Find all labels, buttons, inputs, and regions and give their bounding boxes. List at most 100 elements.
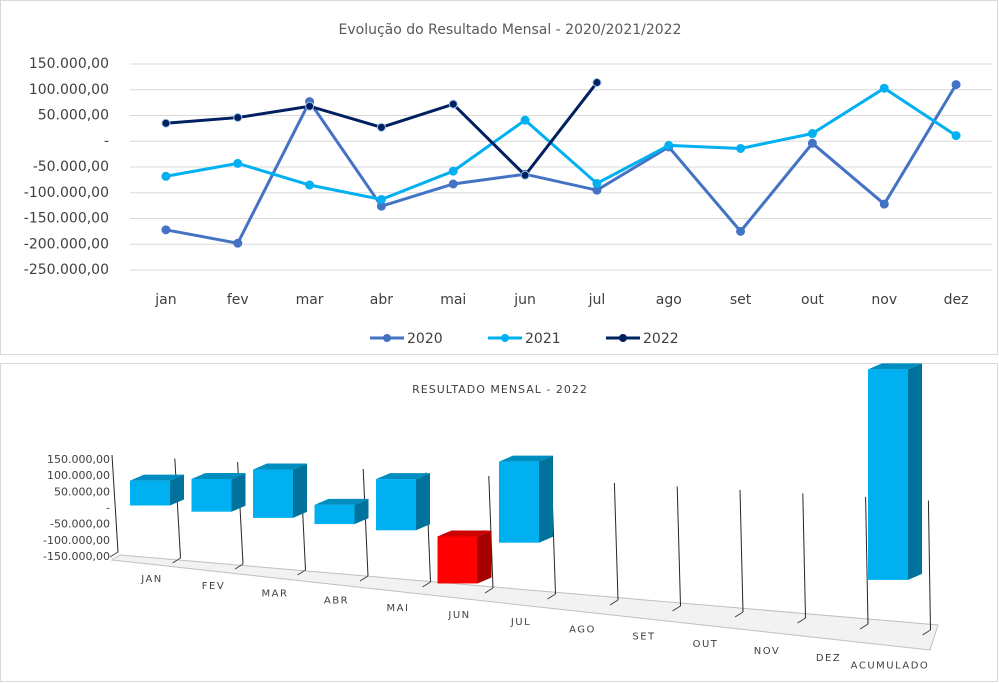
x-tick-label: mai (440, 292, 466, 308)
legend-label: 2021 (525, 331, 561, 347)
wall-line (676, 486, 681, 607)
x-tick-label: abr (370, 292, 393, 308)
y-tick-label: - (104, 133, 109, 149)
bar-top (868, 363, 922, 370)
point (879, 83, 889, 93)
floor (110, 554, 939, 651)
bar-side (908, 363, 922, 580)
bar-top (499, 455, 553, 462)
point (592, 78, 602, 88)
point (448, 99, 458, 109)
wall-line (672, 605, 681, 612)
bar-side (539, 455, 553, 543)
point (376, 194, 386, 204)
bar-top (376, 473, 430, 480)
wall-line (484, 587, 494, 594)
bar (499, 461, 539, 543)
point (879, 199, 889, 209)
legend-label: 2020 (407, 331, 443, 347)
wall-line (362, 468, 369, 577)
x-tick-label: ACUMULADO (851, 660, 930, 671)
bar-top (253, 463, 307, 470)
point (664, 140, 674, 150)
bar (314, 504, 355, 525)
bar-side (231, 472, 246, 512)
x-tick-label: ago (656, 292, 682, 308)
bar (253, 469, 293, 518)
y-tick-label: 150.000,00 (29, 56, 109, 72)
wall-line (802, 493, 806, 619)
wall-line (547, 593, 556, 600)
bar-top (437, 530, 492, 537)
x-tick-label: AGO (569, 624, 596, 635)
y-tick-label: 50.000,00 (38, 108, 109, 124)
x-tick-label: JAN (140, 574, 163, 585)
x-tick-label: jul (588, 292, 606, 308)
y-tick-label: - (106, 502, 110, 515)
wall-line (734, 611, 744, 618)
wall-line (297, 569, 306, 576)
x-tick-label: SET (632, 632, 655, 643)
point (161, 171, 171, 181)
wall-line (109, 551, 119, 558)
point (951, 80, 961, 90)
wall-line (797, 617, 806, 624)
x-tick-label: JUN (447, 610, 470, 621)
bar (130, 480, 170, 506)
x-tick-label: MAR (262, 588, 289, 599)
x-tick-label: fev (227, 292, 249, 308)
bar-side (293, 463, 307, 518)
bar (376, 479, 416, 531)
y-tick-label: -100.000,00 (43, 534, 110, 547)
x-tick-label: NOV (754, 646, 781, 657)
point (161, 225, 171, 235)
wall-line (609, 599, 619, 606)
x-tick-label: MAI (387, 603, 410, 614)
x-tick-label: FEV (202, 581, 225, 592)
wall-line (922, 629, 931, 636)
wall-line (865, 496, 869, 625)
y-tick-label: 100.000,00 (47, 469, 110, 482)
y-tick-label: -50.000,00 (33, 159, 109, 175)
series-line (165, 86, 957, 202)
y-tick-label: 100.000,00 (29, 82, 109, 98)
point (161, 118, 171, 128)
bar-side (477, 530, 492, 584)
bar (437, 536, 478, 584)
point (448, 166, 458, 176)
point (520, 115, 530, 125)
wall-line (739, 489, 744, 613)
bar-top (314, 498, 369, 505)
y-tick-label: -50.000,00 (50, 518, 110, 531)
legend-marker (501, 334, 509, 342)
bar-side (416, 473, 430, 531)
y-tick-label: -200.000,00 (24, 236, 109, 252)
point (520, 170, 530, 180)
x-tick-label: ABR (324, 596, 349, 607)
wall-line (927, 500, 931, 631)
point (592, 178, 602, 188)
y-tick-label: 50.000,00 (54, 485, 110, 498)
point (376, 122, 386, 132)
wall-line (613, 482, 619, 601)
chart-title: RESULTADO MENSAL - 2022 (412, 383, 588, 396)
legend-marker (619, 334, 627, 342)
series-line (165, 83, 958, 245)
x-tick-label: mar (296, 292, 324, 308)
wall-line (359, 575, 369, 582)
point (305, 180, 315, 190)
point (233, 158, 243, 168)
legend-label: 2022 (643, 331, 679, 347)
chart-title: Evolução do Resultado Mensal - 2020/2021… (339, 22, 682, 38)
y-tick-label: 150.000,00 (47, 453, 110, 466)
y-tick-label: -150.000,00 (43, 550, 110, 563)
point (951, 131, 961, 141)
wall-line (422, 581, 431, 588)
point (807, 138, 817, 148)
legend-marker (383, 334, 391, 342)
x-tick-label: JUL (510, 617, 531, 628)
x-tick-label: jan (154, 292, 176, 308)
point (305, 101, 315, 111)
